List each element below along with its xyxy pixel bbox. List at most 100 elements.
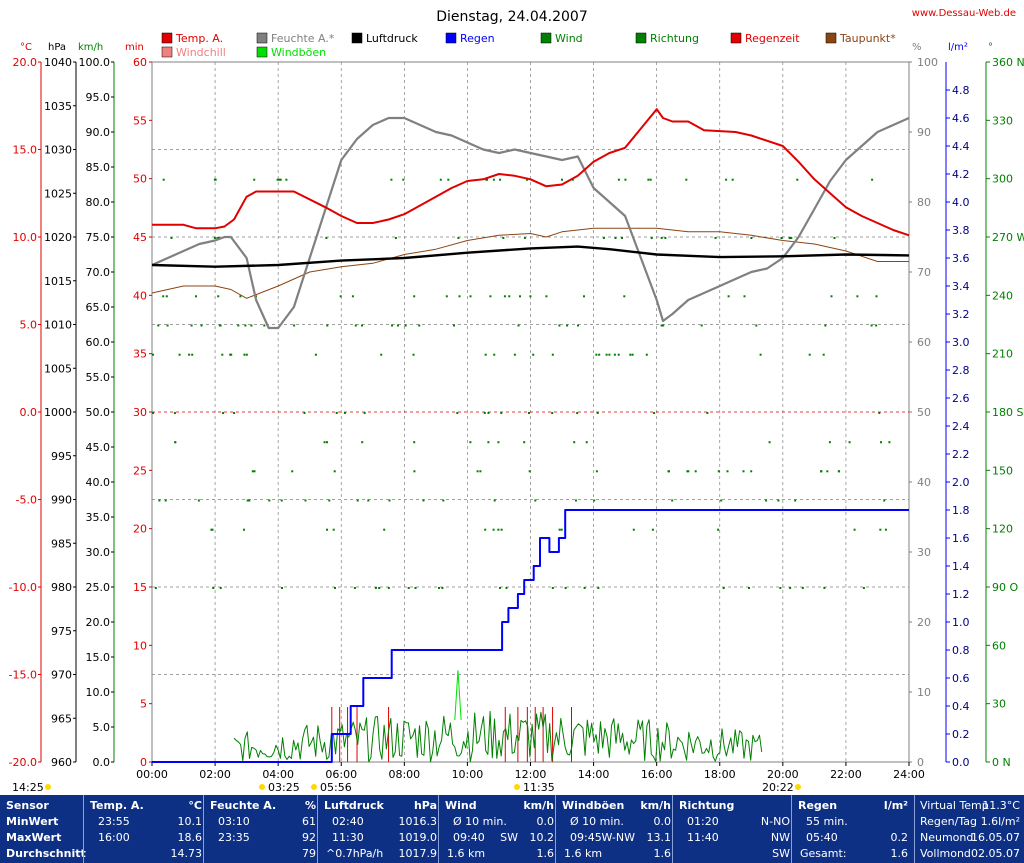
tick-lm2-label: 0.6 <box>952 672 970 685</box>
direction-dot <box>303 412 306 414</box>
direction-dot <box>253 178 256 181</box>
tick-temp-label: 20.0 <box>13 56 38 69</box>
direction-dot <box>418 324 421 327</box>
direction-dot <box>717 528 720 531</box>
direction-dot <box>178 353 181 356</box>
direction-dot <box>617 178 620 181</box>
tick-hpa-label: 1000 <box>44 406 72 419</box>
tick-kmh-label: 20.0 <box>86 616 111 629</box>
tick-lm2-label: 4.2 <box>952 168 970 181</box>
site-link[interactable]: www.Dessau-Web.de <box>912 8 1016 19</box>
table-max-extra: SW <box>500 831 518 844</box>
table-group-name: Windböen <box>562 799 625 812</box>
tick-min-label: 25 <box>133 464 147 477</box>
tick-hpa-label: 1010 <box>44 319 72 332</box>
tick-pct-label: 20 <box>917 616 931 629</box>
direction-dot <box>499 178 502 181</box>
direction-dot <box>801 587 804 589</box>
tick-pct-label: 10 <box>917 686 931 699</box>
direction-dot <box>796 178 799 181</box>
table-group-name: Richtung <box>679 799 735 812</box>
direction-dot <box>500 412 503 414</box>
windboeen-line <box>454 670 462 721</box>
direction-dot <box>671 499 674 502</box>
sun-icon <box>514 784 520 790</box>
table-min-time: 55 min. <box>806 815 848 828</box>
table-avg-label: ^0.7hPa/h <box>326 847 384 860</box>
tick-pct-label: 60 <box>917 336 931 349</box>
tick-lm2-label: 4.0 <box>952 196 970 209</box>
direction-dot <box>624 178 627 181</box>
tick-temp-label: -10.0 <box>9 581 37 594</box>
direction-dot <box>413 441 416 444</box>
tick-lm2-label: 3.8 <box>952 224 970 237</box>
legend-label: Regenzeit <box>745 32 800 45</box>
direction-dot <box>853 528 856 531</box>
direction-dot <box>191 353 194 356</box>
direction-dot <box>862 587 865 589</box>
direction-dot <box>517 324 520 327</box>
direction-dot <box>489 295 492 298</box>
tick-time-label: 12:00 <box>515 768 547 781</box>
direction-dot <box>585 441 588 444</box>
temp-line <box>152 108 910 237</box>
tick-lm2-label: 3.0 <box>952 336 970 349</box>
direction-dot <box>700 324 703 327</box>
direction-dot <box>493 353 496 356</box>
direction-dot <box>808 353 811 356</box>
direction-dot <box>390 178 393 181</box>
direction-dot <box>402 178 405 181</box>
direction-dot <box>326 441 328 444</box>
table-group-unit: hPa <box>413 799 437 812</box>
tick-time-label: 02:00 <box>199 768 231 781</box>
direction-dot <box>174 441 177 444</box>
direction-dot <box>243 528 245 531</box>
tick-kmh-label: 35.0 <box>86 511 111 524</box>
unit-kmh: km/h <box>78 42 103 53</box>
direction-dot <box>304 499 307 502</box>
direction-dot <box>726 470 729 473</box>
direction-dot <box>647 178 650 181</box>
tick-kmh-label: 80.0 <box>86 196 111 209</box>
direction-dot <box>780 237 783 239</box>
direction-dot <box>219 324 222 327</box>
direction-dot <box>212 587 215 589</box>
tick-lm2-label: 1.0 <box>952 616 970 629</box>
direction-dot <box>154 587 157 589</box>
direction-dot <box>505 587 508 589</box>
unit-temp: °C <box>20 42 32 53</box>
table-avg-value: 14.73 <box>170 847 203 860</box>
direction-dot <box>497 441 500 444</box>
tick-min-label: 35 <box>133 348 147 361</box>
tick-pct-label: 50 <box>917 406 931 419</box>
direction-dot <box>339 295 342 298</box>
direction-dot <box>755 324 758 327</box>
direction-dot <box>523 441 526 444</box>
tick-hpa-label: 1020 <box>44 231 72 244</box>
direction-dot <box>822 353 825 356</box>
series <box>151 108 910 763</box>
tick-temp-label: -15.0 <box>9 669 37 682</box>
direction-dot <box>833 237 836 239</box>
tick-kmh-label: 60.0 <box>86 336 111 349</box>
direction-dot <box>529 295 532 298</box>
tick-deg-label: 300 <box>992 173 1013 186</box>
direction-dot <box>197 499 200 502</box>
tick-min-label: 55 <box>133 114 147 127</box>
tick-min-label: 0 <box>140 756 147 769</box>
direction-dot <box>551 587 554 589</box>
tick-min-label: 10 <box>133 639 147 652</box>
direction-dot <box>487 441 490 444</box>
tick-deg-label: 270 W <box>992 231 1024 244</box>
direction-dot <box>158 499 161 502</box>
tick-kmh-label: 25.0 <box>86 581 111 594</box>
table-group-name: Feuchte A. <box>210 799 277 812</box>
direction-dot <box>293 324 296 327</box>
tick-kmh-label: 30.0 <box>86 546 111 559</box>
direction-dot <box>219 587 222 589</box>
direction-dot <box>884 528 887 531</box>
direction-dot <box>213 237 216 239</box>
direction-dot <box>216 237 219 239</box>
direction-dot <box>875 324 878 327</box>
legend-swatch <box>730 32 742 44</box>
